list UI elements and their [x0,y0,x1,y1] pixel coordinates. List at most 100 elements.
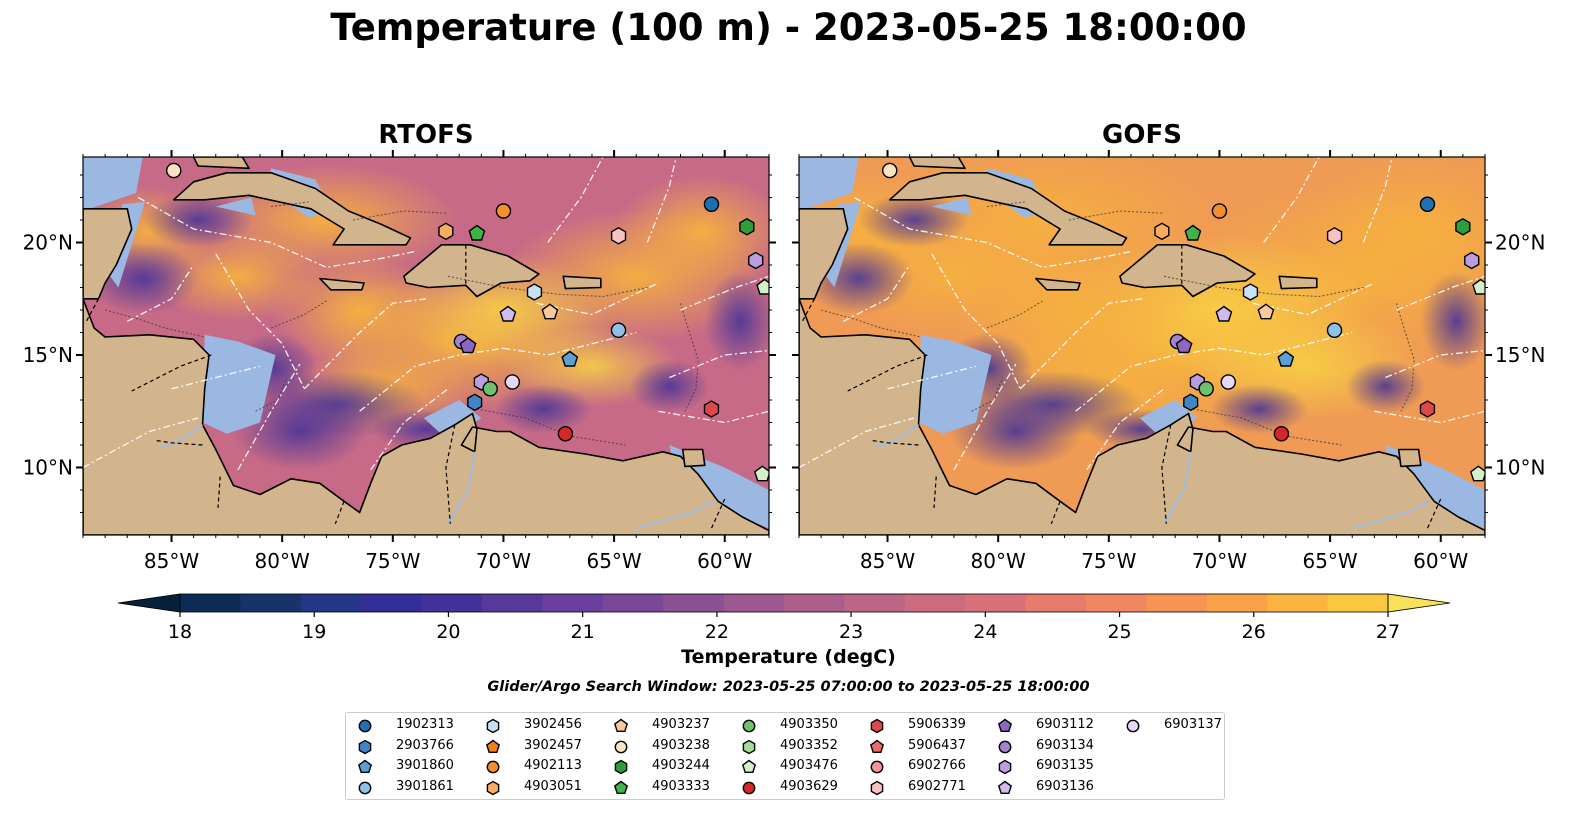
river-line [635,500,715,530]
legend-marker-6903134 [998,740,1012,753]
legend-marker-4902113 [486,760,500,774]
float-marker-6903112 [459,337,477,354]
legend-label: 6902766 [908,758,966,773]
colorbar-segment [723,594,785,612]
legend-marker-3901861 [358,781,372,794]
river-line [447,451,476,525]
legend-marker-4903333 [613,780,629,794]
float-marker-6902771 [1326,226,1343,245]
lon-tick-label: 65°W [1302,549,1357,573]
colorbar-tick-label: 21 [571,621,595,640]
river-line [1163,451,1192,525]
shelf-area [1139,400,1198,441]
legend-label: 6903112 [1036,717,1094,732]
land-mass [908,157,966,170]
land-mass [172,172,412,246]
search-window-label: Glider/Argo Search Window: 2023-05-25 07… [487,679,1090,695]
colorbar-tick-label: 27 [1376,621,1400,640]
colorbar-segment [1025,594,1087,612]
legend-label: 4903629 [780,778,838,794]
eez-boundary [536,282,659,316]
legend-marker-1902313 [358,719,372,733]
legend-label: 6903135 [1036,758,1094,773]
shelf-area [423,400,482,441]
legend-marker-6902771 [870,780,884,795]
float-marker-6903135 [748,251,764,270]
lon-tick-label: 85°W [144,549,199,573]
legend-marker-2903766 [358,739,372,754]
land-mass [681,448,706,468]
legend-label: 4903238 [652,737,710,753]
legend-label: 6903134 [1036,737,1094,753]
float-marker-4903476 [1472,278,1485,295]
eez-boundary [1396,275,1485,311]
colorbar-tick-label: 18 [168,621,192,640]
isobath-contour [1068,210,1165,221]
float-marker-6903112 [1175,337,1193,354]
float-marker-4903333 [1184,224,1202,241]
colorbar-segment [361,594,423,612]
eez-boundary [1019,298,1143,390]
eez-boundary [303,298,427,390]
legend-marker-4903238 [614,740,628,753]
legend-marker-4903051 [486,780,500,795]
colorbar-segment [602,594,664,612]
float-marker-4902113 [1211,203,1228,219]
colorbar-segment [1146,594,1208,612]
legend-label: 6903137 [1164,717,1222,732]
float-marker-4903238 [881,162,898,179]
lon-tick-label: 60°W [1413,549,1468,573]
legend-label: 4903051 [524,778,582,794]
map-panel-rtofs: 85°W 80°W 75°W 70°W 65°W 60°W 20°N 15°N 10°N [23,150,776,573]
isobath-contour [476,408,626,446]
float-marker-6903137 [504,374,521,390]
colorbar-segment [1086,594,1147,612]
land-mass [1035,277,1081,291]
colorbar-tick-label: 23 [839,621,863,640]
float-marker-3901861 [1326,322,1343,338]
legend-marker-3902456 [486,718,500,734]
isobath-contour [820,309,921,338]
map-frame [82,156,770,536]
legend-marker-6902766 [870,760,884,774]
lat-tick-label: 15°N [1495,343,1545,367]
float-marker-4903051 [1154,222,1170,241]
legend-label: 1902313 [396,717,454,732]
eez-boundary [931,253,1021,390]
country-border [933,476,937,509]
legend-marker-6903136 [997,780,1013,794]
isobath-contour [352,210,449,221]
legend-label: 3901860 [396,758,454,773]
legend-label: 4903352 [780,737,838,753]
float-marker-6903135 [1464,251,1480,270]
colorbar-segment [1327,594,1389,612]
legend-marker-5906437 [869,739,885,753]
eez-boundary [669,349,769,379]
lat-tick-label: 15°N [23,343,73,367]
colorbar-segment [1267,594,1329,612]
land-mass [1397,448,1422,468]
land-mass [318,277,365,291]
eez-boundary [1252,282,1375,316]
legend-label: 3902457 [524,737,582,753]
land-mass [888,172,1128,246]
isobath-contour [1192,408,1342,446]
lat-tick-label: 20°N [1495,231,1545,255]
legend-label: 5906339 [908,717,966,732]
eez-boundary [127,264,195,322]
legend-marker-3901860 [357,759,373,773]
colorbar-segment [1206,594,1268,612]
colorbar-segment [300,594,362,612]
legend-label: 4903350 [780,717,838,732]
float-marker-4903629 [557,426,574,442]
float-marker-4903629 [1273,426,1290,442]
isobath-contour [1163,275,1364,298]
shelf-area [799,157,859,211]
eez-boundary [1075,347,1220,412]
float-marker-1902313 [703,196,720,212]
float-marker-4902113 [495,203,512,219]
float-marker-5906339 [1419,400,1436,418]
eez-boundary [887,365,977,390]
colorbar-segment [240,594,302,612]
legend-marker-4903352 [742,739,756,754]
